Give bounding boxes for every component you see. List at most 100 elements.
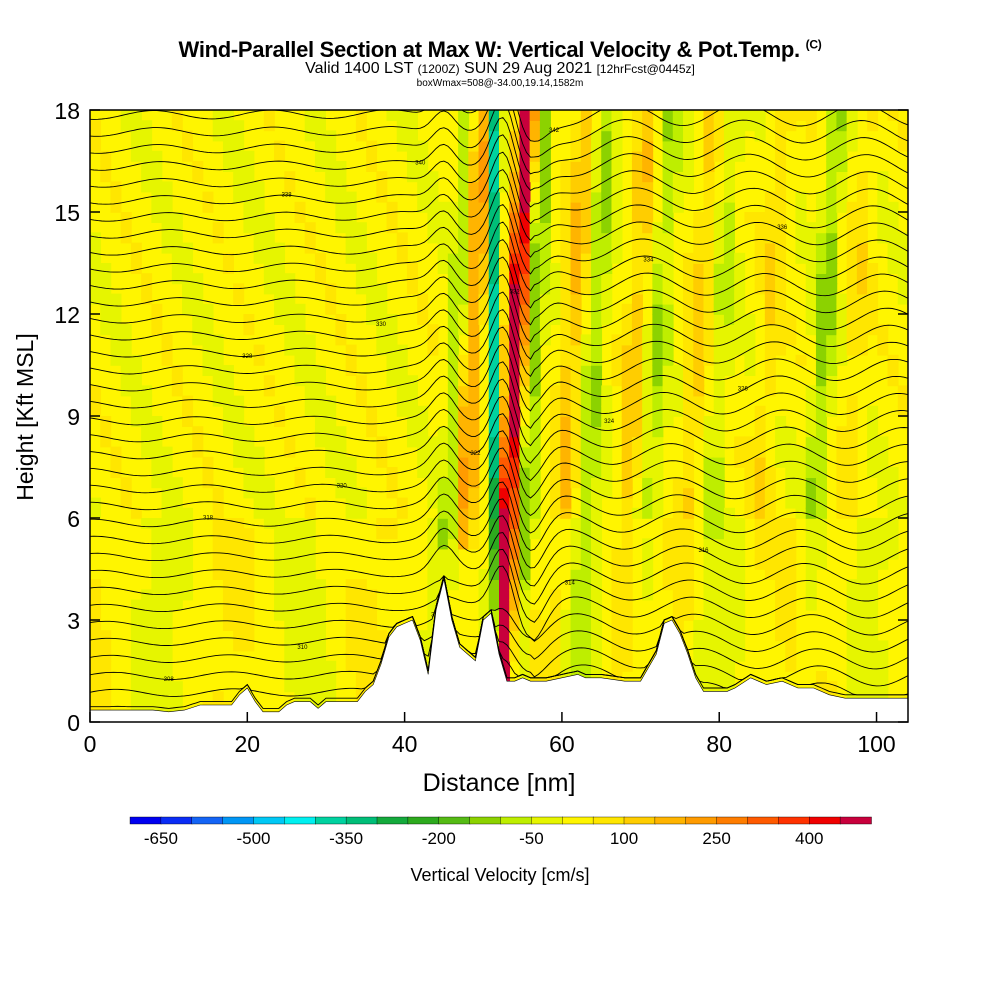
velocity-cell	[856, 650, 868, 662]
velocity-cell	[734, 263, 746, 274]
velocity-cell	[529, 518, 541, 529]
velocity-cell	[764, 467, 776, 478]
velocity-cell	[233, 426, 245, 438]
velocity-cell	[815, 548, 827, 560]
velocity-cell	[570, 242, 582, 254]
velocity-cell	[580, 446, 592, 458]
velocity-cell	[141, 416, 153, 427]
velocity-cell	[243, 599, 255, 611]
velocity-cell	[775, 589, 787, 601]
velocity-cell	[406, 110, 418, 121]
velocity-cell	[509, 130, 521, 142]
velocity-cell	[529, 242, 541, 254]
velocity-cell	[468, 232, 480, 244]
velocity-cell	[826, 212, 838, 223]
velocity-cell	[672, 548, 684, 560]
velocity-cell	[887, 354, 899, 366]
velocity-cell	[764, 558, 776, 570]
velocity-cell	[642, 558, 654, 570]
velocity-cell	[621, 395, 633, 407]
velocity-cell	[713, 222, 725, 234]
velocity-cell	[222, 385, 234, 397]
velocity-cell	[488, 273, 500, 285]
velocity-cell	[723, 242, 735, 254]
velocity-cell	[141, 171, 153, 183]
velocity-cell	[427, 589, 439, 601]
velocity-cell	[785, 558, 797, 570]
velocity-cell	[846, 691, 858, 703]
velocity-cell	[488, 477, 500, 489]
velocity-cell	[417, 416, 429, 427]
velocity-cell	[652, 365, 664, 376]
velocity-cell	[560, 212, 572, 223]
velocity-cell	[560, 252, 572, 264]
velocity-cell	[335, 161, 347, 172]
velocity-cell	[570, 599, 582, 611]
velocity-cell	[672, 579, 684, 591]
velocity-cell	[284, 599, 296, 611]
velocity-cell	[233, 630, 245, 642]
velocity-cell	[529, 385, 541, 397]
velocity-cell	[631, 303, 643, 315]
velocity-cell	[509, 222, 521, 234]
velocity-cell	[693, 232, 705, 244]
velocity-cell	[877, 212, 889, 223]
velocity-cell	[662, 110, 674, 121]
velocity-cell	[846, 416, 858, 427]
velocity-cell	[243, 171, 255, 183]
velocity-cell	[488, 456, 500, 468]
velocity-cell	[591, 344, 603, 356]
velocity-cell	[222, 538, 234, 550]
velocity-cell	[366, 303, 378, 315]
velocity-cell	[652, 385, 664, 397]
velocity-cell	[345, 191, 357, 203]
velocity-cell	[683, 538, 695, 550]
velocity-cell	[447, 283, 459, 295]
velocity-cell	[693, 354, 705, 366]
velocity-cell	[683, 436, 695, 448]
velocity-cell	[468, 171, 480, 183]
velocity-cell	[499, 538, 511, 550]
velocity-cell	[642, 201, 654, 213]
velocity-cell	[867, 660, 879, 672]
velocity-cell	[591, 324, 603, 336]
velocity-cell	[488, 446, 500, 458]
velocity-cell	[560, 467, 572, 478]
velocity-cell	[846, 314, 858, 325]
velocity-cell	[652, 303, 664, 315]
velocity-cell	[723, 650, 735, 662]
velocity-cell	[570, 436, 582, 448]
chart-subtitle: Valid 1400 LST (1200Z) SUN 29 Aug 2021 […	[0, 60, 1000, 78]
velocity-cell	[734, 110, 746, 121]
velocity-cell	[233, 589, 245, 601]
velocity-cell	[100, 681, 112, 693]
velocity-cell	[345, 242, 357, 254]
velocity-cell	[560, 354, 572, 366]
velocity-cell	[335, 212, 347, 223]
velocity-cell	[775, 283, 787, 295]
velocity-cell	[591, 201, 603, 213]
velocity-cell	[458, 405, 470, 417]
velocity-cell	[908, 314, 919, 325]
velocity-cell	[253, 252, 265, 264]
isentrope-label: 318	[203, 516, 214, 522]
velocity-cell	[345, 579, 357, 591]
velocity-cell	[110, 191, 122, 203]
isentrope-line	[90, 532, 908, 605]
velocity-cell	[631, 375, 643, 387]
velocity-cell	[703, 150, 715, 162]
velocity-cell	[222, 161, 234, 172]
velocity-cell	[723, 365, 735, 376]
velocity-cell	[570, 354, 582, 366]
velocity-cell	[499, 589, 511, 601]
velocity-cell	[519, 324, 531, 336]
velocity-cell	[100, 324, 112, 336]
velocity-cell	[499, 660, 511, 672]
velocity-cell	[897, 232, 908, 244]
velocity-cell	[294, 609, 306, 621]
velocity-cell	[345, 467, 357, 478]
colorbar-swatch	[129, 816, 162, 825]
velocity-cell	[376, 640, 388, 652]
velocity-cell	[754, 283, 766, 295]
velocity-cell	[601, 467, 613, 478]
